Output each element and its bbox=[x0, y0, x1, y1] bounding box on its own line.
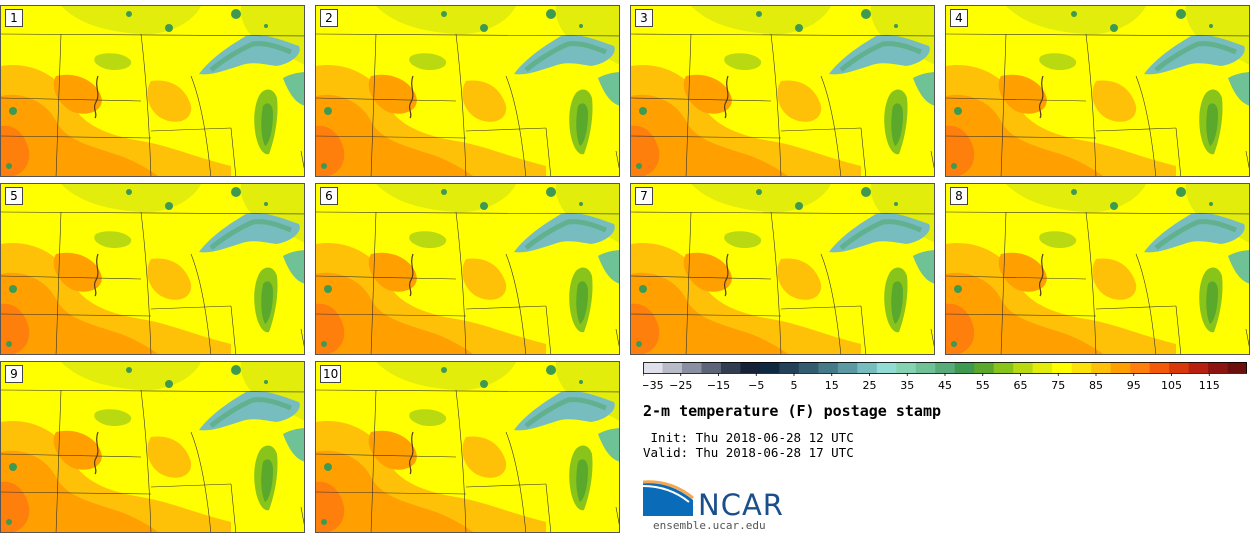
colorbar-tick-label: −25 bbox=[669, 379, 692, 392]
colorbar-segment bbox=[837, 362, 858, 373]
temperature-map bbox=[1, 184, 304, 354]
colorbar-segment bbox=[681, 362, 702, 373]
member-number-label: 10 bbox=[320, 365, 342, 383]
member-number-label: 5 bbox=[5, 187, 23, 205]
temperature-map bbox=[316, 6, 619, 176]
member-number-label: 1 bbox=[5, 9, 23, 27]
map-panel-1: 1 bbox=[0, 5, 305, 177]
colorbar-tick-label: 115 bbox=[1199, 379, 1220, 392]
member-number-label: 3 bbox=[635, 9, 653, 27]
colorbar-segment bbox=[876, 362, 897, 373]
colorbar-segment bbox=[1032, 362, 1053, 373]
colorbar-tick-label: −5 bbox=[748, 379, 764, 392]
colorbar-segment bbox=[1071, 362, 1092, 373]
colorbar-segment bbox=[1130, 362, 1150, 373]
colorbar-segment bbox=[1188, 362, 1209, 373]
member-number-label: 7 bbox=[635, 187, 653, 205]
temperature-map bbox=[1, 6, 304, 176]
colorbar-segment bbox=[818, 362, 839, 373]
colorbar-segment bbox=[662, 362, 683, 373]
temperature-map bbox=[1, 362, 304, 532]
colorbar-tick-label: −35 bbox=[643, 379, 664, 392]
temperature-map bbox=[316, 362, 619, 532]
map-panel-10: 10 bbox=[315, 361, 620, 533]
colorbar-segment bbox=[1169, 362, 1189, 373]
colorbar-segment bbox=[974, 362, 995, 373]
colorbar-tick-label: 35 bbox=[900, 379, 914, 392]
colorbar-segment bbox=[954, 362, 975, 373]
colorbar-tick-label: 45 bbox=[938, 379, 952, 392]
colorbar-segment bbox=[935, 362, 956, 373]
colorbar-segment bbox=[993, 362, 1014, 373]
colorbar-segment bbox=[798, 362, 819, 373]
ncar-logo-text: NCAR bbox=[698, 488, 784, 522]
map-panel-5: 5 bbox=[0, 183, 305, 355]
colorbar-tick-label: 25 bbox=[863, 379, 877, 392]
member-number-label: 2 bbox=[320, 9, 338, 27]
ncar-logo-icon bbox=[643, 480, 694, 516]
colorbar-segment bbox=[1208, 362, 1228, 373]
colorbar-tick-label: −15 bbox=[707, 379, 730, 392]
temperature-map bbox=[946, 184, 1249, 354]
colorbar-segment bbox=[720, 362, 741, 373]
map-panel-9: 9 bbox=[0, 361, 305, 533]
colorbar-segment bbox=[1149, 362, 1170, 373]
colorbar-segment bbox=[701, 362, 722, 373]
colorbar-segment bbox=[1013, 362, 1033, 373]
figure-title: 2-m temperature (F) postage stamp bbox=[643, 402, 942, 420]
colorbar-segment bbox=[779, 362, 800, 373]
logo-url: ensemble.ucar.edu bbox=[653, 519, 766, 532]
colorbar-tick-label: 95 bbox=[1127, 379, 1141, 392]
colorbar-segment bbox=[740, 362, 761, 373]
member-number-label: 6 bbox=[320, 187, 338, 205]
colorbar-segment bbox=[896, 362, 917, 373]
colorbar-tick-label: 105 bbox=[1161, 379, 1182, 392]
temperature-map bbox=[631, 184, 934, 354]
init-time: Init: Thu 2018-06-28 12 UTC bbox=[643, 430, 854, 445]
colorbar-tick-label: 65 bbox=[1014, 379, 1028, 392]
colorbar-segment bbox=[1052, 362, 1072, 373]
map-panel-3: 3 bbox=[630, 5, 935, 177]
colorbar-tick-label: 55 bbox=[976, 379, 990, 392]
temperature-map bbox=[631, 6, 934, 176]
colorbar-segment bbox=[759, 362, 780, 373]
colorbar-tick-label: 75 bbox=[1051, 379, 1065, 392]
colorbar-segment bbox=[643, 362, 663, 373]
colorbar-segment bbox=[1227, 362, 1247, 373]
map-panel-7: 7 bbox=[630, 183, 935, 355]
colorbar-tick-label: 5 bbox=[791, 379, 798, 392]
map-panel-2: 2 bbox=[315, 5, 620, 177]
colorbar-segment bbox=[1110, 362, 1131, 373]
map-panel-8: 8 bbox=[945, 183, 1250, 355]
temperature-colorbar: −35 −25 −15 −5 5 15 25 35 45 55 65 75 85 95 105 115 bbox=[643, 362, 1247, 392]
valid-time: Valid: Thu 2018-06-28 17 UTC bbox=[643, 445, 854, 460]
member-number-label: 8 bbox=[950, 187, 968, 205]
member-number-label: 4 bbox=[950, 9, 968, 27]
temperature-map bbox=[946, 6, 1249, 176]
colorbar-tick-label: 15 bbox=[825, 379, 839, 392]
colorbar-tick-label: 85 bbox=[1089, 379, 1103, 392]
member-number-label: 9 bbox=[5, 365, 23, 383]
colorbar-segment bbox=[1091, 362, 1111, 373]
map-panel-4: 4 bbox=[945, 5, 1250, 177]
temperature-map bbox=[316, 184, 619, 354]
colorbar-segment bbox=[915, 362, 936, 373]
colorbar-segment bbox=[857, 362, 878, 373]
map-panel-6: 6 bbox=[315, 183, 620, 355]
